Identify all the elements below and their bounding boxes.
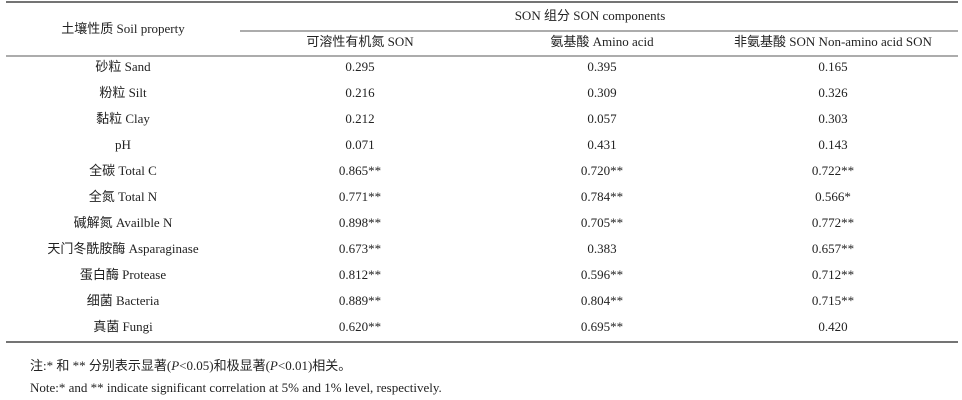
row-label: 细菌 Bacteria — [87, 293, 160, 308]
row-label: 全碳 Total C — [89, 163, 157, 178]
cell-value: 0.326 — [818, 85, 848, 100]
cell-value: 0.165 — [818, 59, 847, 74]
row-label: 粉粒 Silt — [99, 85, 147, 100]
cell-value: 0.212 — [345, 111, 374, 126]
note-part: P — [170, 358, 179, 373]
note-part: <0.05)和极显著( — [179, 358, 270, 373]
cell-value: 0.420 — [818, 319, 847, 334]
row-label: 全氮 Total N — [89, 189, 158, 204]
note-part: P — [269, 358, 278, 373]
cell-value: 0.596** — [581, 267, 623, 282]
column-header: 非氨基酸 SON Non-amino acid SON — [734, 34, 932, 49]
cell-value: 0.722** — [812, 163, 854, 178]
cell-value: 0.143 — [818, 137, 847, 152]
cell-value: 0.784** — [581, 189, 623, 204]
cell-value: 0.395 — [587, 59, 616, 74]
group-header: SON 组分 SON components — [515, 8, 666, 23]
cell-value: 0.309 — [587, 85, 616, 100]
cell-value: 0.812** — [339, 267, 381, 282]
row-label: 黏粒 Clay — [96, 111, 150, 126]
note-cn: 注:* 和 ** 分别表示显著(P<0.05)和极显著(P<0.01)相关。 — [30, 358, 351, 373]
column-header: 可溶性有机氮 SON — [306, 34, 414, 49]
cell-value: 0.804** — [581, 293, 623, 308]
row-label: 天门冬酰胺酶 Asparaginase — [47, 241, 199, 256]
cell-value: 0.673** — [339, 241, 381, 256]
cell-value: 0.720** — [581, 163, 623, 178]
cell-value: 0.071 — [345, 137, 374, 152]
row-label: 真菌 Fungi — [93, 319, 153, 334]
cell-value: 0.898** — [339, 215, 381, 230]
cell-value: 0.216 — [345, 85, 375, 100]
row-label: 碱解氮 Availble N — [74, 215, 173, 230]
cell-value: 0.566* — [815, 189, 851, 204]
cell-value: 0.695** — [581, 319, 623, 334]
cell-value: 0.771** — [339, 189, 381, 204]
cell-value: 0.712** — [812, 267, 854, 282]
cell-value: 0.295 — [345, 59, 374, 74]
cell-value: 0.431 — [587, 137, 616, 152]
note-part: 注:* 和 ** 分别表示显著( — [30, 358, 171, 373]
note-part: <0.01)相关。 — [278, 358, 351, 373]
cell-value: 0.715** — [812, 293, 854, 308]
cell-value: 0.657** — [812, 241, 854, 256]
row-label: 砂粒 Sand — [95, 59, 151, 74]
row-label: pH — [115, 137, 131, 152]
cell-value: 0.889** — [339, 293, 381, 308]
cell-value: 0.772** — [812, 215, 854, 230]
property-header: 土壤性质 Soil property — [61, 21, 185, 36]
cell-value: 0.705** — [581, 215, 623, 230]
cell-value: 0.057 — [587, 111, 617, 126]
cell-value: 0.303 — [818, 111, 847, 126]
cell-value: 0.620** — [339, 319, 381, 334]
cell-value: 0.865** — [339, 163, 381, 178]
row-label: 蛋白酶 Protease — [80, 267, 167, 282]
column-header: 氨基酸 Amino acid — [550, 34, 654, 49]
note-en: Note:* and ** indicate significant corre… — [30, 380, 442, 395]
cell-value: 0.383 — [587, 241, 616, 256]
